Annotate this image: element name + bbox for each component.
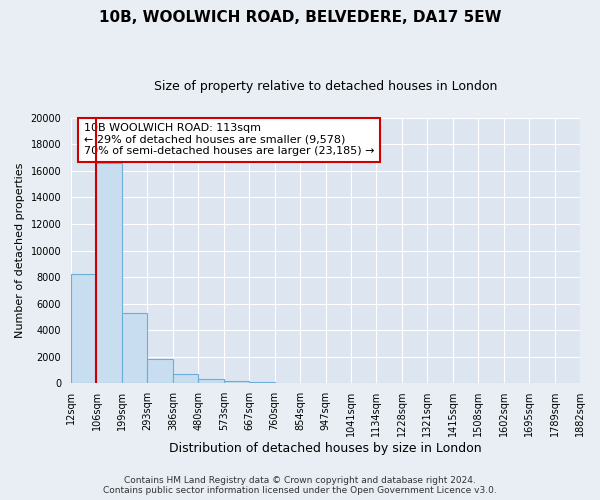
Bar (198, 378, 224, 384)
Bar (224, 380, 249, 384)
Text: 10B, WOOLWICH ROAD, BELVEDERE, DA17 5EW: 10B, WOOLWICH ROAD, BELVEDERE, DA17 5EW (99, 10, 501, 25)
Bar (148, 360, 173, 384)
Bar (173, 374, 198, 384)
Bar (71, 274, 97, 384)
Text: Contains HM Land Registry data © Crown copyright and database right 2024.
Contai: Contains HM Land Registry data © Crown c… (103, 476, 497, 495)
Title: Size of property relative to detached houses in London: Size of property relative to detached ho… (154, 80, 497, 93)
Y-axis label: Number of detached properties: Number of detached properties (15, 163, 25, 338)
Bar (249, 382, 275, 384)
Bar (97, 163, 122, 384)
Text: 10B WOOLWICH ROAD: 113sqm
← 29% of detached houses are smaller (9,578)
70% of se: 10B WOOLWICH ROAD: 113sqm ← 29% of detac… (84, 123, 374, 156)
Bar (122, 313, 148, 384)
X-axis label: Distribution of detached houses by size in London: Distribution of detached houses by size … (169, 442, 482, 455)
